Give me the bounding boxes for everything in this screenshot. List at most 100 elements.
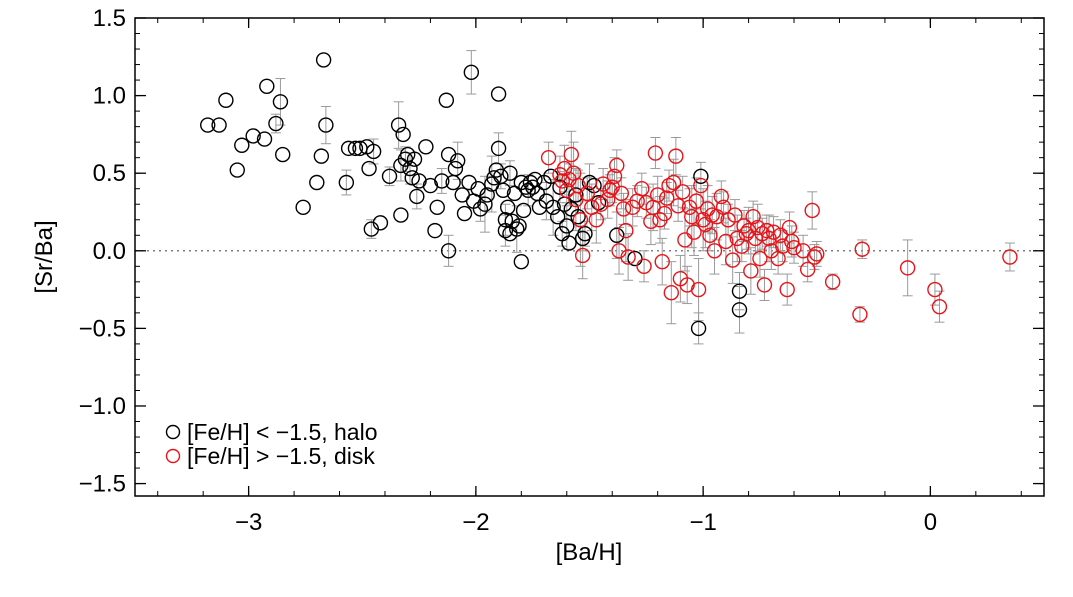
- disk-point: [588, 212, 605, 228]
- disk-point: [713, 188, 730, 205]
- x-tick-label: −3: [235, 509, 262, 536]
- y-tick-label: 1.0: [93, 83, 126, 110]
- disk-point: [693, 177, 709, 194]
- legend-halo-label: [Fe/H] < −1.5, halo: [187, 419, 378, 445]
- halo-point: [393, 207, 409, 223]
- legend: [Fe/H] < −1.5, halo [Fe/H] > −1.5, disk: [165, 419, 378, 469]
- disk-point: [540, 149, 557, 166]
- halo-point: [402, 160, 418, 177]
- disk-point: [579, 185, 595, 202]
- halo-point: [404, 170, 420, 186]
- halo-point: [406, 151, 423, 167]
- disk-point: [620, 249, 636, 265]
- disk-point: [799, 261, 816, 278]
- halo-point: [347, 140, 364, 157]
- disk-point: [759, 222, 775, 239]
- halo-point: [259, 78, 275, 94]
- disk-point: [1002, 249, 1018, 265]
- halo-point: [502, 165, 518, 181]
- halo-point: [438, 92, 455, 108]
- disk-point: [899, 260, 916, 276]
- disk-point: [647, 145, 664, 161]
- halo-point: [549, 208, 566, 225]
- halo-point: [211, 117, 227, 133]
- halo-point: [520, 182, 536, 198]
- disk-point: [649, 187, 666, 203]
- halo-point: [731, 302, 748, 318]
- halo-point: [511, 218, 527, 234]
- halo-point: [495, 182, 511, 198]
- halo-point: [449, 153, 466, 169]
- disk-point: [613, 185, 630, 202]
- disk-point: [609, 157, 625, 174]
- disk-point: [745, 208, 761, 225]
- disk-point: [729, 230, 745, 247]
- halo-point: [313, 148, 330, 164]
- halo-point: [427, 222, 443, 239]
- disk-point: [774, 238, 791, 254]
- disk-point: [554, 173, 570, 189]
- halo-point: [509, 221, 525, 237]
- disk-point: [927, 281, 943, 298]
- disk-point: [688, 193, 705, 209]
- legend-disk-label: [Fe/H] > −1.5, disk: [187, 443, 375, 469]
- disk-point: [618, 222, 634, 239]
- halo-point: [318, 117, 334, 133]
- halo-point: [390, 117, 407, 133]
- halo-point: [490, 86, 507, 102]
- disk-point: [572, 212, 589, 228]
- disk-point: [684, 208, 700, 225]
- disk-point: [636, 258, 652, 275]
- halo-point: [690, 320, 707, 337]
- disk-point: [615, 201, 632, 217]
- halo-point: [577, 226, 593, 242]
- disk-point: [659, 190, 675, 206]
- halo-point: [693, 168, 709, 184]
- halo-point: [245, 128, 261, 144]
- disk-point: [765, 224, 782, 240]
- y-tick-label: −0.5: [79, 315, 126, 342]
- disk-point: [668, 148, 684, 164]
- x-tick-label: 0: [924, 509, 937, 536]
- halo-point: [440, 243, 457, 259]
- halo-point: [561, 235, 577, 251]
- halo-point: [361, 160, 377, 177]
- halo-point: [479, 187, 495, 203]
- disk-point: [727, 207, 743, 223]
- halo-point: [552, 179, 568, 195]
- disk-point: [809, 246, 825, 262]
- halo-point: [497, 212, 514, 228]
- halo-point: [731, 283, 748, 299]
- data-points: [200, 52, 1018, 337]
- disk-point: [931, 298, 948, 315]
- disk-point: [670, 198, 686, 214]
- halo-point: [229, 162, 245, 178]
- disk-point: [654, 253, 670, 270]
- halo-point: [338, 174, 355, 191]
- disk-point: [663, 284, 680, 301]
- disk-point: [806, 249, 823, 265]
- disk-point: [752, 250, 768, 267]
- disk-point: [779, 281, 795, 298]
- disk-point: [686, 224, 702, 240]
- disk-point: [852, 306, 868, 323]
- halo-point: [256, 131, 273, 147]
- disk-point: [702, 227, 718, 243]
- disk-point: [606, 168, 623, 184]
- halo-point: [409, 188, 425, 205]
- halo-point: [381, 168, 398, 184]
- halo-point: [365, 143, 382, 160]
- halo-point: [456, 205, 473, 222]
- disk-point: [804, 202, 820, 219]
- legend-disk-marker: [165, 448, 181, 464]
- halo-point: [295, 199, 311, 216]
- y-tick-label: 0.0: [93, 238, 126, 265]
- halo-point: [315, 52, 332, 68]
- disk-point: [743, 263, 759, 279]
- halo-point: [609, 227, 625, 243]
- legend-halo-marker: [165, 424, 181, 440]
- y-tick-label: −1.0: [79, 393, 126, 420]
- y-tick-label: 1.5: [93, 5, 126, 32]
- halo-point: [472, 201, 489, 217]
- disk-point: [824, 274, 841, 290]
